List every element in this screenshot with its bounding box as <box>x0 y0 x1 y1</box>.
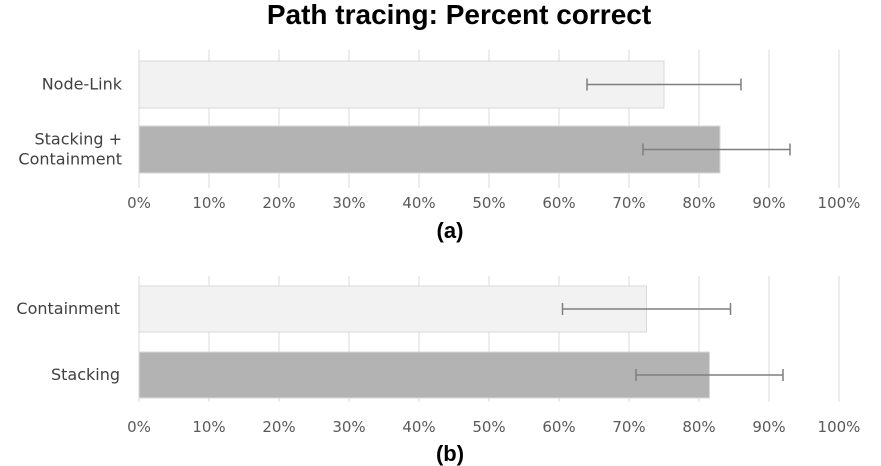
x-tick-label: 60% <box>542 194 575 212</box>
x-tick-label: 80% <box>682 418 715 436</box>
bar <box>138 351 710 399</box>
x-tick-label: 50% <box>472 418 505 436</box>
category-label-line: Stacking + <box>34 130 122 149</box>
x-tick-label: 40% <box>402 194 435 212</box>
x-tick-label: 90% <box>752 418 785 436</box>
x-tick-label: 0% <box>127 194 151 212</box>
x-tick-label: 0% <box>127 418 151 436</box>
x-tick-label: 70% <box>612 194 645 212</box>
category-label: Stacking <box>51 365 120 384</box>
panel-b: 0% 10% 20% 30% 40% 50% 60% 70% 80% 90% 100% Contain… <box>16 276 860 466</box>
x-tick-label: 50% <box>472 194 505 212</box>
x-tick-label: 10% <box>192 194 225 212</box>
x-tick-label: 30% <box>332 418 365 436</box>
chart-title: Path tracing: Percent correct <box>267 0 651 30</box>
x-tick-label: 20% <box>262 418 295 436</box>
x-tick-label: 30% <box>332 194 365 212</box>
panel-label: (b) <box>436 441 464 466</box>
x-tick-label: 100% <box>818 194 861 212</box>
category-label-line: Stacking <box>51 365 120 384</box>
category-label: Containment <box>16 299 120 318</box>
bar <box>138 125 721 174</box>
x-tick-label: 70% <box>612 418 645 436</box>
category-label-line: Containment <box>16 299 120 318</box>
x-tick-label: 80% <box>682 194 715 212</box>
panel-a: 0% 10% 20% 30% 40% 50% 60% 70% 80% 90% 100% Node-Li… <box>18 50 860 243</box>
panel-label: (a) <box>437 218 464 243</box>
bar <box>138 60 665 109</box>
x-tick-label: 100% <box>818 418 861 436</box>
x-tick-label: 20% <box>262 194 295 212</box>
category-label-line: Containment <box>18 150 122 169</box>
category-label: Node-Link <box>42 75 123 94</box>
category-label: Stacking + Containment <box>18 130 122 169</box>
x-tick-label: 90% <box>752 194 785 212</box>
x-tick-label: 40% <box>402 418 435 436</box>
x-tick-label: 60% <box>542 418 575 436</box>
category-label-line: Node-Link <box>42 75 123 94</box>
x-tick-label: 10% <box>192 418 225 436</box>
